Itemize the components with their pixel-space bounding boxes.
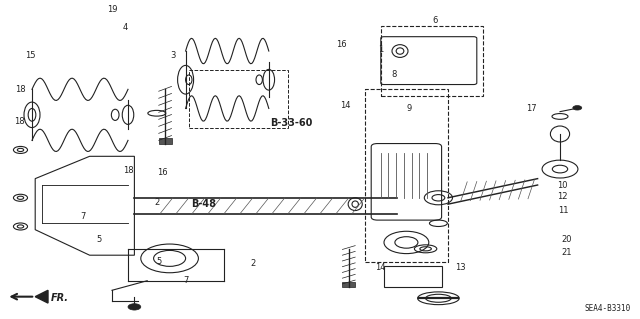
Text: 14: 14 (376, 263, 386, 272)
Bar (365, 89, 448, 262)
Text: 11: 11 (558, 206, 568, 215)
Text: 13: 13 (456, 263, 466, 272)
Text: 6: 6 (433, 16, 438, 25)
Text: 8: 8 (391, 70, 396, 79)
Text: 18: 18 (14, 117, 24, 126)
Text: 7: 7 (81, 212, 86, 221)
Text: 7: 7 (183, 276, 188, 285)
Text: 16: 16 (336, 40, 346, 49)
Text: 2: 2 (154, 198, 159, 207)
Bar (384, 266, 442, 287)
Text: 18: 18 (123, 166, 133, 175)
Circle shape (573, 106, 582, 110)
Bar (381, 26, 483, 96)
Text: 5: 5 (156, 257, 161, 266)
Text: 21: 21 (561, 248, 572, 256)
Polygon shape (35, 290, 48, 303)
Text: 4: 4 (122, 23, 127, 32)
Text: 19: 19 (107, 5, 117, 14)
Text: 10: 10 (557, 181, 567, 189)
Text: 17: 17 (526, 104, 536, 113)
Bar (159, 138, 172, 144)
Circle shape (128, 304, 141, 310)
Text: 1: 1 (378, 45, 383, 54)
Text: B-33-60: B-33-60 (270, 118, 312, 128)
Text: 5: 5 (97, 235, 102, 244)
Text: B-48: B-48 (191, 199, 216, 209)
Text: FR.: FR. (51, 293, 69, 303)
Bar (342, 282, 355, 287)
Text: 20: 20 (561, 235, 572, 244)
Text: 12: 12 (557, 192, 567, 201)
Text: 2: 2 (250, 259, 255, 268)
Bar (189, 70, 288, 128)
Text: 3: 3 (170, 51, 175, 60)
Text: 9: 9 (407, 104, 412, 113)
Text: 18: 18 (15, 85, 26, 94)
Text: SEA4-B3310: SEA4-B3310 (584, 304, 630, 313)
Text: 16: 16 (157, 168, 167, 177)
Text: 15: 15 (26, 51, 36, 60)
Text: 14: 14 (340, 101, 351, 110)
